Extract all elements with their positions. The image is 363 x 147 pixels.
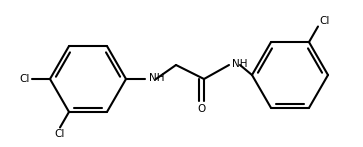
Text: NH: NH [149,73,164,83]
Text: Cl: Cl [319,15,329,25]
Text: Cl: Cl [55,130,65,140]
Text: NH: NH [232,59,248,69]
Text: Cl: Cl [20,74,30,84]
Text: O: O [197,104,205,114]
